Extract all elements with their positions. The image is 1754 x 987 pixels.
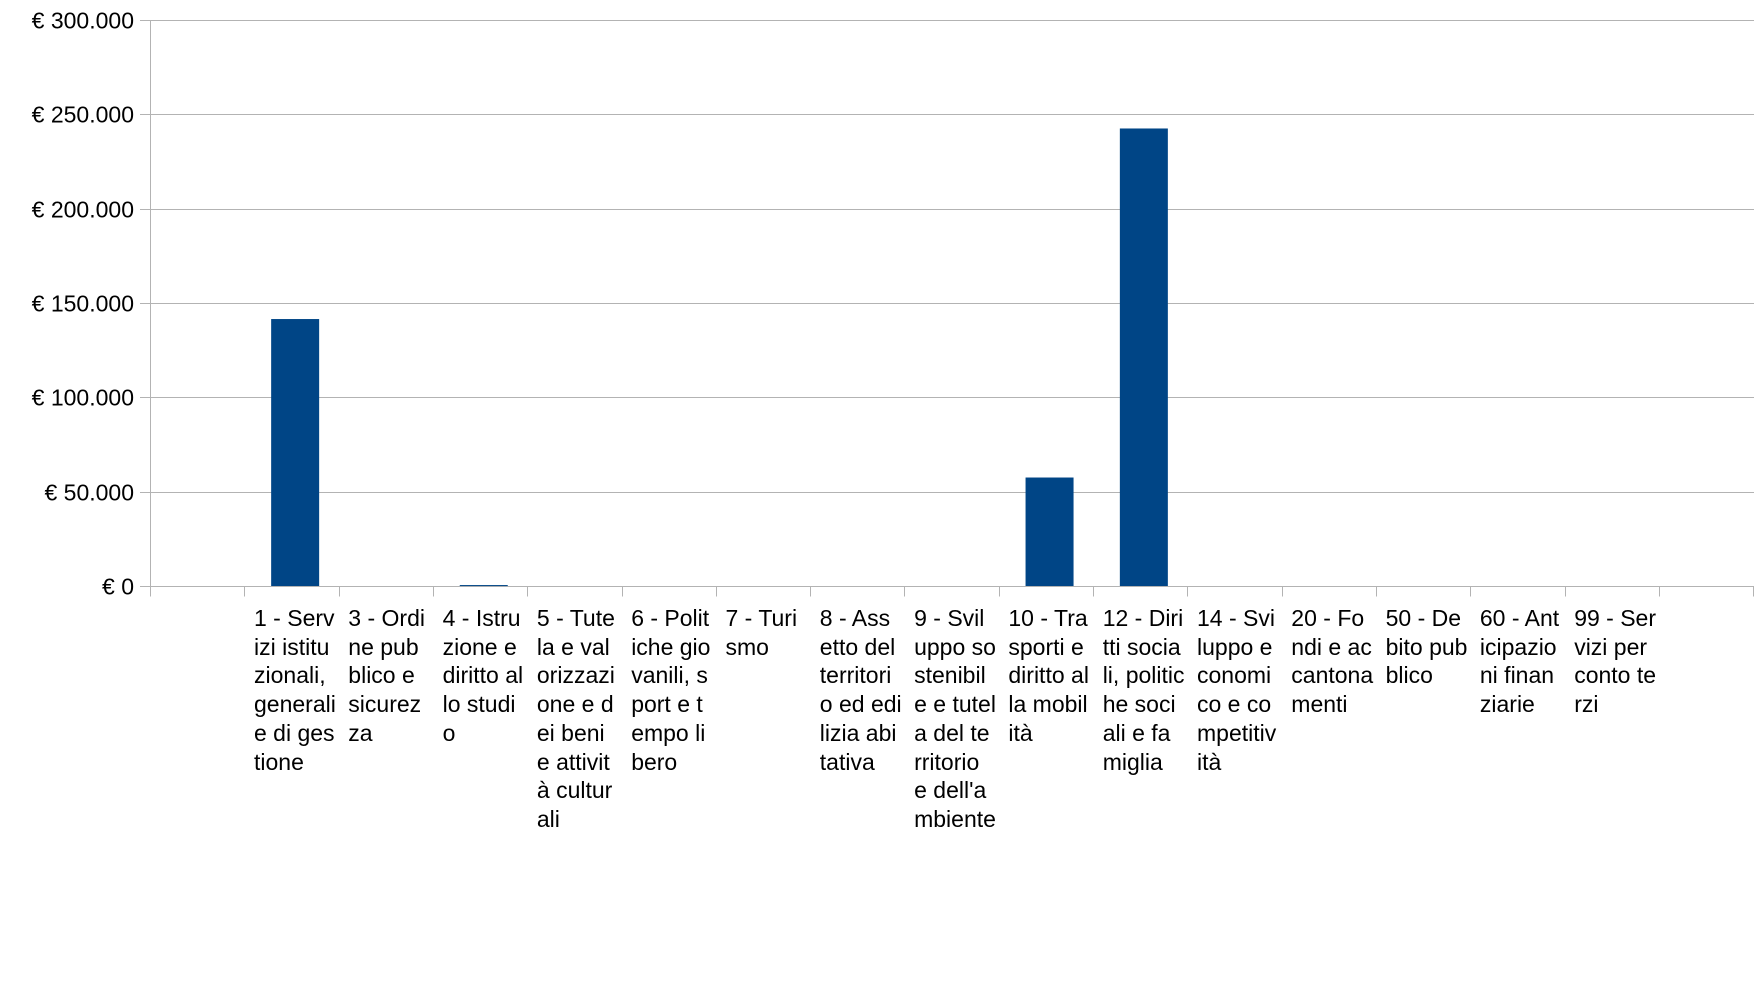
- x-tick-label: 7 - Turismo: [725, 605, 798, 660]
- axes: [140, 20, 1754, 597]
- x-tick-label: 8 - Assetto del territorio ed edilizia a…: [819, 605, 902, 775]
- y-tick-label: € 250.000: [32, 102, 134, 128]
- x-tick-label: 60 - Anticipazioni finanziarie: [1479, 605, 1560, 718]
- x-tick-label: 3 - Ordine pubblico e sicurezza: [348, 605, 425, 746]
- y-tick-label: € 150.000: [32, 291, 134, 317]
- bar: [459, 585, 508, 587]
- x-tick-label: 50 - Debito pubblico: [1385, 605, 1468, 689]
- bar: [1025, 477, 1074, 586]
- x-tick-label: 20 - Fondi e accantonamenti: [1291, 605, 1374, 718]
- x-tick-label: 4 - Istruzione e diritto allo studio: [442, 605, 524, 746]
- y-tick-labels: € 0 € 50.000 € 100.000 € 150.000 € 200.000 € …: [32, 8, 134, 600]
- x-tick-label: 14 - Sviluppo economico e competitività: [1197, 605, 1277, 775]
- y-tick-label: € 100.000: [32, 385, 134, 411]
- x-tick-label: 5 - Tutela e valorizzazione e dei beni e…: [536, 605, 615, 832]
- bars: [271, 128, 1168, 587]
- y-tick-label: € 50.000: [44, 480, 134, 506]
- y-tick-label: € 300.000: [32, 8, 134, 34]
- x-tick-label: 99 - Servizi per conto terzi: [1574, 605, 1657, 718]
- x-tick-label: 9 - Sviluppo sostenibile e tutela del te…: [914, 605, 996, 832]
- bar: [1119, 128, 1168, 586]
- x-tick-label: 1 - Servizi istituzionali, generali e di…: [254, 605, 336, 775]
- x-tick-label: 10 - Trasporti e diritto alla mobilità: [1008, 605, 1089, 746]
- x-tick-label: 12 - Diritti sociali, politiche sociali …: [1102, 605, 1185, 775]
- y-tick-label: € 200.000: [32, 197, 134, 223]
- x-tick-label: 6 - Politiche giovanili, sport e tempo l…: [631, 605, 711, 775]
- y-tick-label: € 0: [102, 574, 134, 600]
- gridlines: [150, 20, 1754, 493]
- bar: [271, 319, 320, 586]
